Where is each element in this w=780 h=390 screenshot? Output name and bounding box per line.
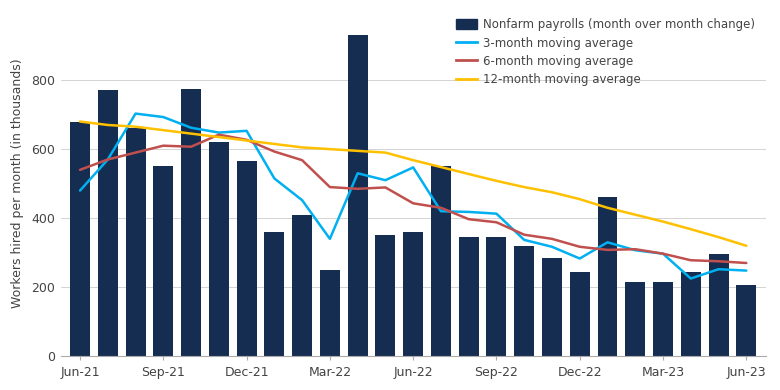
Bar [514, 246, 534, 356]
Bar [292, 215, 312, 356]
Legend: Nonfarm payrolls (month over month change), 3-month moving average, 6-month movi: Nonfarm payrolls (month over month chang… [452, 14, 760, 91]
Bar [431, 167, 451, 356]
Y-axis label: Workers hired per month (in thousands): Workers hired per month (in thousands) [11, 59, 24, 308]
Bar [736, 285, 757, 356]
Bar [126, 128, 146, 356]
Bar [264, 232, 285, 356]
Bar [98, 90, 118, 356]
Bar [375, 236, 395, 356]
Bar [181, 89, 201, 356]
Bar [459, 237, 479, 356]
Bar [70, 122, 90, 356]
Bar [597, 197, 618, 356]
Bar [320, 270, 340, 356]
Bar [154, 167, 173, 356]
Bar [542, 258, 562, 356]
Bar [569, 271, 590, 356]
Bar [487, 237, 506, 356]
Bar [348, 35, 367, 356]
Bar [708, 254, 729, 356]
Bar [653, 282, 673, 356]
Bar [236, 161, 257, 356]
Bar [626, 282, 645, 356]
Bar [681, 271, 700, 356]
Bar [403, 232, 424, 356]
Bar [209, 142, 229, 356]
